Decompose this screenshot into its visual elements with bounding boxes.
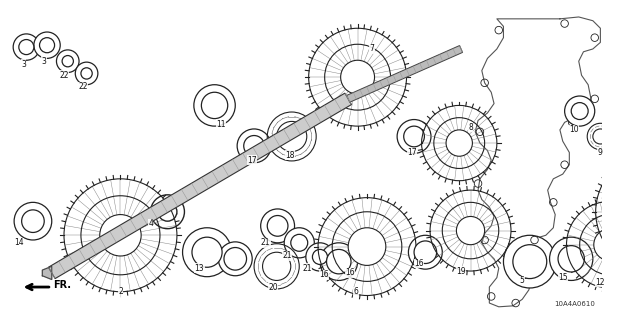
Circle shape [237,129,271,163]
Text: 22: 22 [60,71,68,80]
Circle shape [76,62,98,85]
Polygon shape [347,45,463,102]
Text: 10A4A0610: 10A4A0610 [554,301,595,307]
Circle shape [414,241,436,263]
Circle shape [550,237,593,280]
Text: 6: 6 [353,287,358,296]
Text: 10: 10 [569,125,579,134]
Text: 16: 16 [414,259,424,268]
Circle shape [513,245,547,279]
Circle shape [63,178,178,293]
Text: 18: 18 [285,151,294,160]
Circle shape [586,121,616,152]
Text: 3: 3 [42,57,47,66]
Circle shape [456,216,484,245]
Circle shape [446,130,472,156]
Text: 3: 3 [21,60,26,68]
Circle shape [268,216,288,236]
Circle shape [594,229,626,261]
Circle shape [291,234,308,251]
Text: 11: 11 [216,120,226,129]
Text: 16: 16 [345,268,355,277]
Circle shape [19,40,34,55]
Text: 4: 4 [148,220,153,228]
Circle shape [320,243,358,280]
Text: 20: 20 [268,283,278,292]
Circle shape [404,126,424,147]
Text: 9: 9 [597,148,602,157]
Circle shape [56,50,79,73]
Text: 5: 5 [520,276,525,285]
Text: 7: 7 [369,44,374,53]
Circle shape [14,202,52,240]
Circle shape [312,249,328,264]
Circle shape [420,104,498,182]
Circle shape [408,235,442,269]
Text: 15: 15 [558,273,568,282]
Circle shape [244,136,264,156]
Circle shape [100,215,141,256]
Circle shape [34,32,60,58]
Circle shape [224,247,246,270]
Polygon shape [49,93,351,279]
Text: 13: 13 [195,264,204,273]
Circle shape [572,103,588,120]
Circle shape [397,120,431,153]
Circle shape [429,189,512,272]
Text: FR.: FR. [52,280,70,290]
Circle shape [284,228,314,258]
Circle shape [158,202,177,221]
Text: 21: 21 [260,238,270,247]
Circle shape [202,92,228,119]
Text: 21: 21 [302,264,312,273]
Text: 17: 17 [248,156,257,164]
Text: 17: 17 [408,148,417,157]
Circle shape [194,85,236,126]
Circle shape [262,252,291,280]
Text: 2: 2 [118,287,123,296]
Circle shape [317,197,417,296]
Circle shape [40,38,54,53]
Circle shape [22,210,44,232]
Circle shape [13,34,40,60]
Text: 22: 22 [78,82,88,91]
Text: 16: 16 [319,270,328,279]
Polygon shape [42,266,52,279]
Circle shape [306,243,334,271]
Text: 12: 12 [596,278,605,287]
Text: 8: 8 [468,123,473,132]
Circle shape [308,27,408,127]
Text: 19: 19 [456,267,466,276]
Text: 14: 14 [14,238,24,247]
Circle shape [218,242,252,276]
Circle shape [326,249,351,274]
Circle shape [182,228,232,277]
Circle shape [252,242,301,291]
Circle shape [504,235,556,288]
Circle shape [595,152,640,271]
Circle shape [558,246,584,272]
Circle shape [81,68,92,79]
Circle shape [593,129,608,144]
Circle shape [62,56,74,67]
Circle shape [276,121,307,152]
Circle shape [150,195,184,229]
Circle shape [564,96,595,126]
Circle shape [192,237,222,267]
Text: 21: 21 [282,252,292,260]
Circle shape [340,60,374,94]
Circle shape [566,200,640,289]
Circle shape [260,209,294,243]
Circle shape [348,228,386,265]
Circle shape [266,110,318,163]
Circle shape [632,189,640,234]
